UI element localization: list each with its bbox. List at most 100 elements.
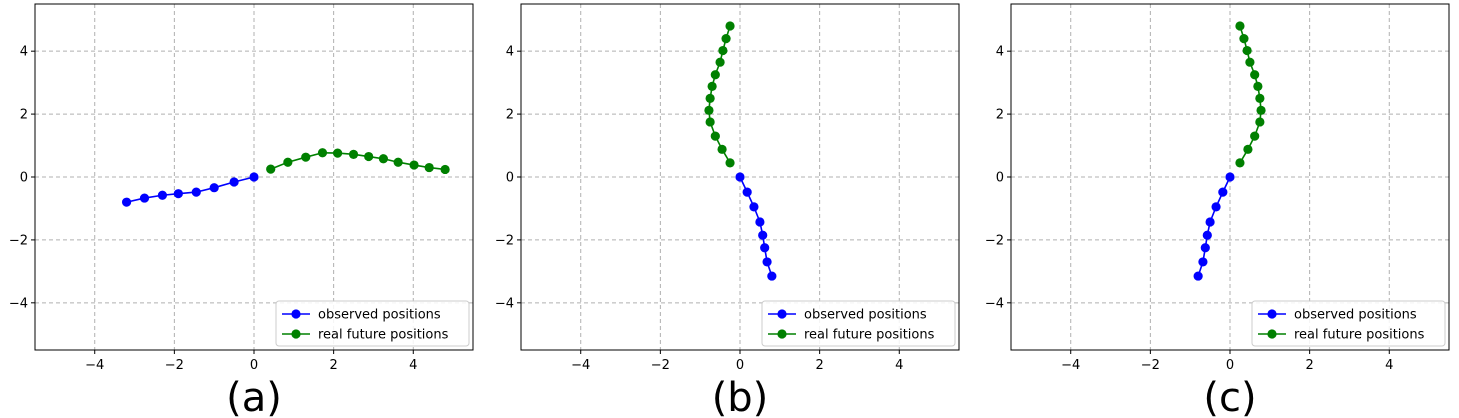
y-tick-label: 2 — [996, 108, 1004, 123]
data-point-future — [409, 160, 419, 170]
data-point-observed — [760, 243, 770, 253]
data-point-future — [705, 93, 715, 103]
x-tick-label: 2 — [815, 358, 823, 373]
legend-marker-future — [1267, 329, 1277, 339]
x-tick-label: −2 — [1141, 358, 1160, 373]
x-tick-label: 4 — [1385, 358, 1393, 373]
data-point-observed — [121, 197, 132, 207]
legend-box — [761, 300, 956, 347]
y-tick-label: −4 — [495, 296, 514, 311]
panel-label: (b) — [712, 375, 769, 418]
panel-label: (a) — [226, 375, 282, 418]
data-point-observed — [1211, 202, 1221, 212]
data-point-observed — [173, 189, 183, 199]
data-point-observed — [1202, 230, 1212, 240]
data-point-future — [1253, 81, 1263, 92]
data-point-future — [1239, 34, 1249, 44]
y-tick-label: 0 — [506, 171, 514, 186]
x-tick-label: −2 — [651, 358, 670, 373]
data-point-observed — [1225, 172, 1235, 182]
x-tick-label: 0 — [736, 358, 744, 373]
data-point-future — [705, 117, 715, 127]
legend-box — [1251, 300, 1446, 347]
x-tick-label: −2 — [165, 358, 184, 373]
data-point-future — [1245, 57, 1255, 67]
x-tick-label: −4 — [571, 358, 590, 373]
chart-panel-2: −4 −2 0 2 4 −4 −2 0 2 4 observed positions real fut… — [985, 3, 1450, 418]
data-point-observed — [1205, 217, 1215, 227]
y-tick-label: −2 — [9, 233, 28, 248]
data-point-future — [317, 148, 328, 158]
y-tick-label: 0 — [996, 171, 1004, 186]
data-point-future — [424, 162, 434, 173]
legend-label-observed: observed positions — [804, 308, 927, 323]
data-point-future — [301, 152, 311, 162]
legend-marker-observed — [291, 309, 301, 319]
data-point-observed — [1198, 257, 1208, 267]
data-point-future — [1250, 70, 1260, 80]
data-point-observed — [157, 190, 168, 200]
data-point-future — [725, 158, 735, 168]
x-tick-label: 4 — [895, 358, 903, 373]
data-point-future — [1250, 131, 1260, 141]
data-point-future — [1255, 93, 1265, 103]
x-tick-label: 0 — [1226, 358, 1234, 373]
legend-label-observed: observed positions — [318, 308, 441, 323]
data-point-future — [1243, 144, 1253, 154]
data-point-observed — [755, 217, 765, 227]
data-point-observed — [1200, 243, 1210, 253]
data-point-observed — [139, 193, 150, 203]
legend-label-future: real future positions — [804, 328, 935, 343]
panel-label: (c) — [1203, 375, 1256, 418]
legend-marker-future — [777, 329, 787, 339]
y-tick-label: −2 — [495, 233, 514, 248]
data-point-future — [718, 45, 728, 56]
data-point-future — [348, 149, 359, 159]
data-point-observed — [229, 177, 239, 187]
data-point-observed — [749, 202, 759, 212]
y-tick-label: −2 — [985, 233, 1004, 248]
data-point-future — [333, 148, 343, 158]
y-tick-label: 4 — [996, 45, 1004, 60]
data-point-future — [378, 154, 389, 164]
legend-marker-observed — [1267, 309, 1277, 319]
data-point-future — [710, 131, 720, 141]
data-point-observed — [1218, 187, 1228, 197]
y-tick-label: 0 — [20, 171, 28, 186]
data-point-future — [725, 21, 735, 31]
legend-box — [275, 300, 470, 347]
data-point-future — [1235, 21, 1245, 31]
legend: observed positions real future positions — [275, 300, 470, 347]
x-tick-label: −4 — [85, 358, 104, 373]
y-tick-label: 4 — [20, 45, 28, 60]
data-point-observed — [762, 257, 772, 267]
chart-panel-0: −4 −2 0 2 4 −4 −2 0 2 4 observed positions real fut… — [9, 3, 474, 418]
data-point-future — [710, 70, 720, 80]
legend-label-observed: observed positions — [1294, 308, 1417, 323]
legend-marker-future — [291, 329, 301, 339]
data-point-future — [721, 34, 731, 44]
y-tick-label: 2 — [20, 108, 28, 123]
data-point-observed — [1193, 271, 1203, 281]
data-point-observed — [249, 172, 259, 182]
data-point-future — [364, 151, 374, 162]
legend-label-future: real future positions — [318, 328, 449, 343]
legend-marker-observed — [777, 309, 787, 319]
data-point-future — [283, 157, 293, 167]
data-point-observed — [735, 172, 745, 182]
data-point-future — [1256, 105, 1266, 115]
data-point-observed — [767, 271, 777, 281]
x-tick-label: −4 — [1061, 358, 1080, 373]
legend-label-future: real future positions — [1294, 328, 1425, 343]
y-tick-label: 2 — [506, 108, 514, 123]
data-point-future — [717, 144, 727, 154]
x-tick-label: 0 — [250, 358, 258, 373]
legend: observed positions real future positions — [761, 300, 956, 347]
data-point-future — [266, 164, 276, 174]
y-tick-label: −4 — [985, 296, 1004, 311]
data-point-future — [393, 157, 403, 167]
data-point-observed — [191, 187, 201, 197]
chart-panel-1: −4 −2 0 2 4 −4 −2 0 2 4 observed positions real fut… — [495, 3, 960, 418]
x-tick-label: 4 — [409, 358, 417, 373]
